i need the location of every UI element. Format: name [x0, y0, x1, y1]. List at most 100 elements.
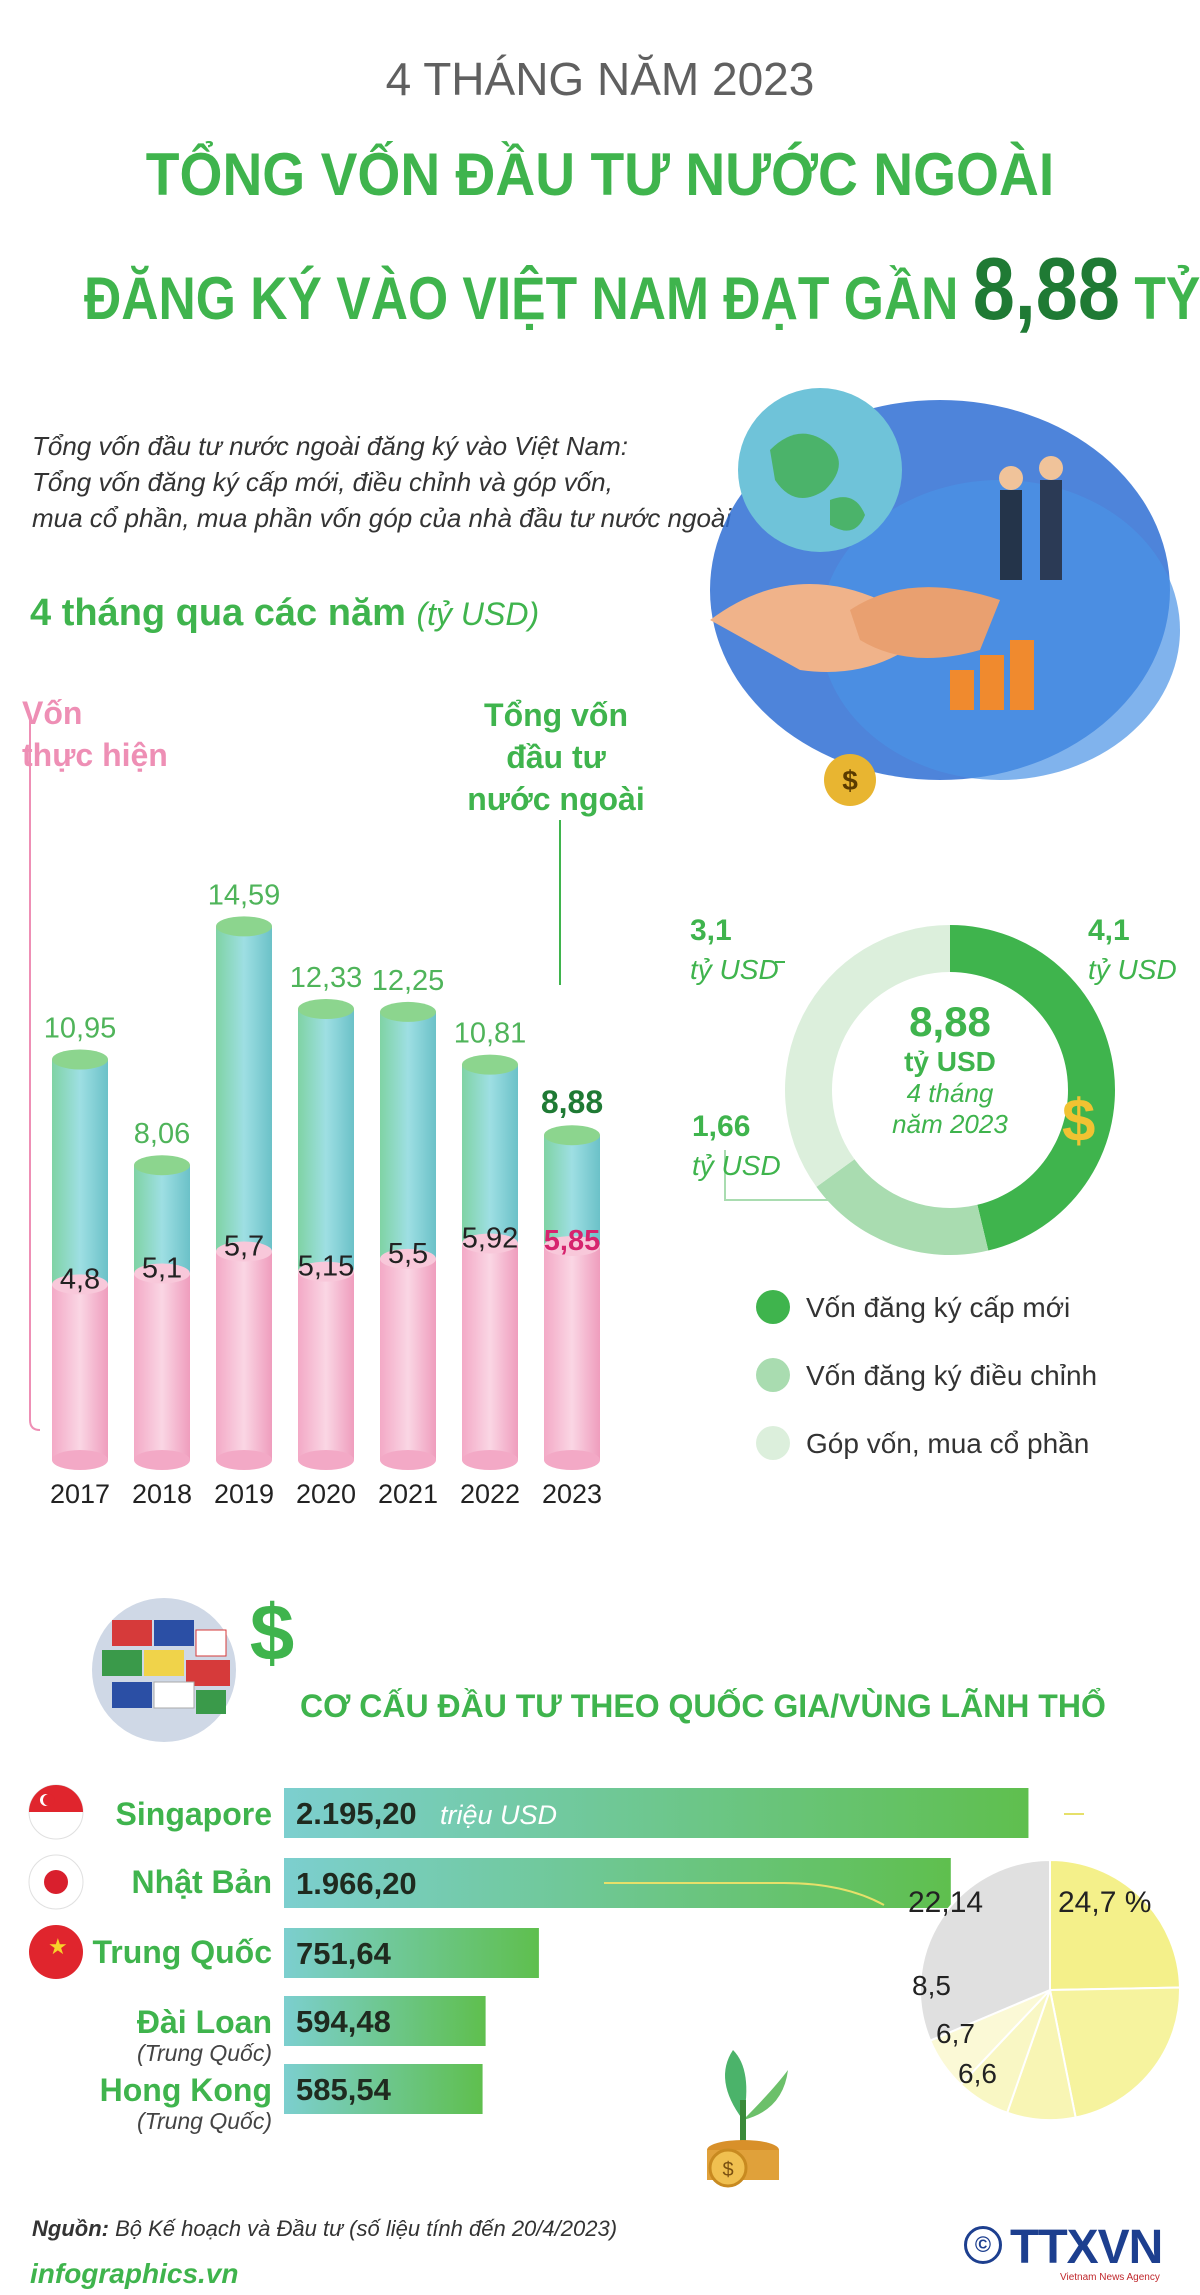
legend-swatch-new: [756, 1290, 790, 1324]
plant-coins-illustration: $: [707, 2050, 788, 2188]
country-name: Đài Loan: [136, 2004, 272, 2040]
realized-capital-label: Vốn thực hiện: [22, 692, 202, 776]
flag-globe-illustration: $: [92, 1590, 295, 1742]
legend-swatch-contrib: [756, 1426, 790, 1460]
total-value-label: 14,59: [208, 879, 281, 911]
realized-label-line: thực hiện: [22, 737, 168, 773]
country-flags: ★: [28, 1784, 84, 1979]
bar-base: [380, 1450, 436, 1470]
bar-base: [298, 1450, 354, 1470]
realized-value-label: 5,92: [462, 1222, 518, 1254]
legend-label-contrib: Góp vốn, mua cổ phần: [806, 1428, 1090, 1459]
bar-base: [52, 1450, 108, 1470]
realized-capital-bar-top: [380, 1248, 436, 1269]
section-title-unit: (tỷ USD): [416, 596, 540, 632]
country-bar-value: 1.966,20: [296, 1866, 417, 1901]
source-text: Bộ Kế hoạch và Đầu tư (số liệu tính đến …: [108, 2216, 618, 2241]
pie-label-singapore: 24,7 %: [1058, 1886, 1152, 1919]
donut-center: 8,88 tỷ USD 4 tháng năm 2023: [860, 998, 1040, 1140]
realized-capital-bar-top: [52, 1274, 108, 1295]
svg-text:$: $: [722, 2159, 733, 2181]
country-share-pie: [919, 1858, 1181, 2121]
total-capital-bar-top: [544, 1125, 600, 1146]
realized-capital-bar: [216, 1251, 272, 1460]
realized-value-label: 5,1: [142, 1252, 182, 1284]
country-bar: [284, 1928, 539, 1978]
copyright-icon: ©: [964, 2226, 1002, 2264]
country-bar-value: 751,64: [296, 1936, 392, 1971]
site-link[interactable]: infographics.vn: [30, 2258, 239, 2289]
country-pie-slice: [1049, 1858, 1181, 1992]
bar-base: [544, 1450, 600, 1470]
year-tick-label: 2022: [460, 1479, 520, 1509]
total-capital-bar-top: [52, 1049, 108, 1070]
dollar-icon: $: [250, 1590, 295, 1677]
country-bar: [284, 1788, 1029, 1838]
bar-pie-connector: [1064, 1813, 1084, 1815]
donut-slice-new: [950, 925, 1115, 1251]
title-line-2-suffix: TỶ USD: [1134, 265, 1200, 332]
pie-label-china: 8,5: [912, 1970, 951, 2001]
realized-capital-bar: [544, 1246, 600, 1460]
realized-label-line: Vốn: [22, 695, 83, 731]
supertitle: 4 THÁNG NĂM 2023: [385, 53, 815, 105]
donut-leader-line: [724, 1150, 850, 1201]
source-note: Nguồn: Bộ Kế hoạch và Đầu tư (số liệu tí…: [32, 2216, 617, 2242]
svg-text:$: $: [842, 765, 858, 796]
country-bar-value: 585,54: [296, 2072, 392, 2107]
country-subname: (Trung Quốc): [136, 2040, 272, 2066]
total-value-label: 10,95: [44, 1012, 117, 1044]
realized-value-label: 5,15: [298, 1251, 354, 1283]
country-name: Trung Quốc: [92, 1934, 272, 1970]
title-line-2-prefix: ĐĂNG KÝ VÀO VIỆT NAM ĐẠT GẦN: [84, 265, 973, 332]
year-tick-label: 2018: [132, 1479, 192, 1509]
year-tick-label: 2017: [50, 1479, 110, 1509]
realized-capital-bar: [298, 1271, 354, 1460]
capital-structure-donut: [724, 925, 1115, 1255]
money-bag-icon: [824, 754, 876, 806]
realized-capital-bar: [134, 1273, 190, 1460]
total-capital-bar-top: [380, 1001, 436, 1022]
intro-line: mua cổ phần, mua phần vốn góp của nhà đầ…: [32, 503, 732, 533]
realized-capital-bar-top: [298, 1261, 354, 1282]
country-name: Nhật Bản: [131, 1864, 272, 1900]
donut-center-period: năm 2023: [892, 1109, 1008, 1139]
donut-center-period: 4 tháng: [906, 1078, 994, 1108]
legend-label-adjust: Vốn đăng ký điều chỉnh: [806, 1360, 1098, 1391]
total-capital-bar-top: [298, 999, 354, 1020]
country-name: Singapore: [115, 1796, 272, 1832]
intro-line: Tổng vốn đầu tư nước ngoài đăng ký vào V…: [32, 431, 628, 461]
realized-capital-bar: [462, 1243, 518, 1460]
country-pie-slice: [919, 1858, 1051, 2042]
country-name: Hong Kong: [99, 2072, 272, 2108]
total-label-line: đầu tư: [506, 739, 606, 775]
year-tick-label: 2021: [378, 1479, 438, 1509]
donut-slice-adjust: [816, 1159, 989, 1255]
section-title-text: 4 tháng qua các năm: [30, 592, 406, 634]
legend-label-new: Vốn đăng ký cấp mới: [806, 1292, 1071, 1323]
legend-swatch-adjust: [756, 1358, 790, 1392]
total-value-label: 10,81: [454, 1018, 527, 1050]
china-flag-icon: ★: [29, 1925, 83, 1979]
donut-label-new-value: 4,1: [1088, 914, 1130, 947]
realized-value-label: 5,85: [544, 1225, 600, 1257]
total-capital-label: Tổng vốn đầu tư nước ngoài: [456, 694, 656, 820]
bar-base: [216, 1450, 272, 1470]
donut-label-contrib-value: 3,1: [690, 914, 732, 947]
donut-slice-contrib: [785, 925, 950, 1187]
bar-base: [462, 1450, 518, 1470]
country-subname: (Trung Quốc): [136, 2108, 272, 2134]
total-label-line: nước ngoài: [467, 781, 645, 817]
intro-text: Tổng vốn đầu tư nước ngoài đăng ký vào V…: [32, 428, 752, 536]
agency-logo: TTXVN: [1010, 2221, 1163, 2274]
year-tick-label: 2020: [296, 1479, 356, 1509]
realized-capital-bar-top: [544, 1236, 600, 1257]
realized-connector-line: [29, 720, 41, 1431]
year-tick-label: 2019: [214, 1479, 274, 1509]
source-prefix: Nguồn:: [32, 2216, 109, 2241]
year-tick-label: 2023: [542, 1479, 602, 1509]
pie-label-hongkong: 6,6: [958, 2058, 997, 2089]
country-pie-slice: [1048, 1986, 1181, 2119]
title-line-1: TỔNG VỐN ĐẦU TƯ NƯỚC NGOÀI: [145, 141, 1055, 208]
country-bar-value: 2.195,20: [296, 1796, 417, 1831]
